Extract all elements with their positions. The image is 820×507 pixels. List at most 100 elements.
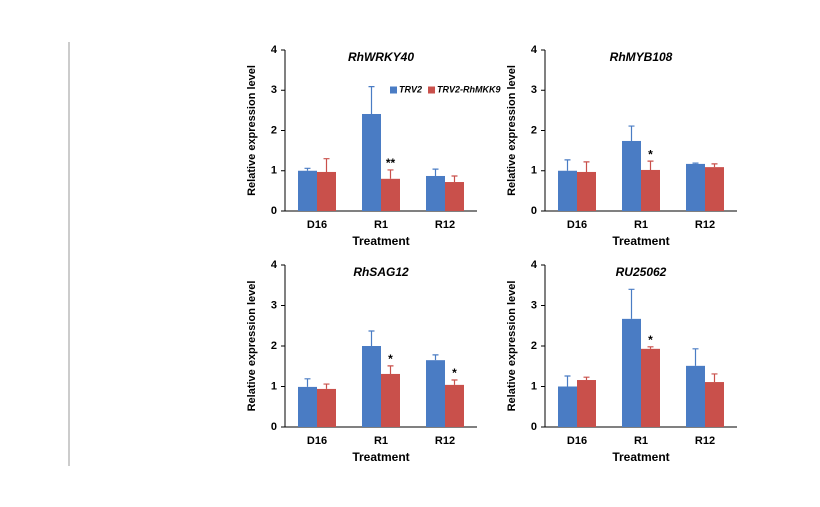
bar	[362, 346, 381, 427]
error-bar	[583, 161, 590, 172]
error-bar	[368, 330, 375, 346]
x-tick-label: R1	[374, 435, 388, 447]
y-tick-label: 4	[531, 44, 538, 56]
error-bar	[628, 288, 635, 319]
bar	[298, 170, 317, 211]
bar	[622, 140, 641, 211]
bar	[381, 373, 400, 427]
y-tick-label: 2	[271, 340, 277, 352]
y-tick-label: 4	[271, 44, 278, 56]
significance-label: *	[648, 147, 653, 161]
bar	[362, 113, 381, 211]
x-tick-label: R12	[695, 435, 715, 447]
x-tick-label: R12	[695, 219, 715, 231]
y-tick-label: 3	[271, 84, 277, 96]
error-bar	[711, 373, 718, 383]
x-axis-label: Treatment	[352, 234, 409, 248]
bar	[445, 384, 464, 427]
bar	[381, 178, 400, 211]
y-tick-label: 3	[271, 299, 277, 311]
legend-swatch	[428, 86, 436, 94]
bar	[705, 382, 724, 427]
y-axis-label: Relative expression level	[246, 65, 258, 196]
y-tick-label: 1	[531, 380, 537, 392]
error-bar	[692, 162, 699, 164]
error-bar	[432, 168, 439, 176]
error-bar	[647, 160, 654, 170]
x-tick-label: D16	[307, 435, 327, 447]
error-bar	[387, 169, 394, 179]
y-tick-label: 2	[531, 340, 537, 352]
x-axis-label: Treatment	[352, 450, 409, 464]
bar	[641, 169, 660, 211]
x-axis-label: Treatment	[612, 234, 669, 248]
chart-title: RhWRKY40	[348, 50, 414, 64]
y-tick-label: 2	[271, 124, 277, 136]
y-tick-label: 4	[531, 259, 538, 271]
legend-swatch	[390, 86, 397, 94]
y-tick-label: 0	[531, 205, 537, 217]
y-tick-label: 4	[271, 259, 278, 271]
bar	[426, 360, 445, 427]
x-tick-label: R1	[374, 219, 388, 231]
chart-title: RU25062	[616, 265, 667, 279]
chart-title: RhMYB108	[610, 50, 673, 64]
y-tick-label: 3	[531, 84, 537, 96]
y-tick-label: 0	[531, 421, 537, 433]
x-tick-label: R12	[435, 435, 455, 447]
y-tick-label: 0	[271, 421, 277, 433]
error-bar	[564, 159, 571, 171]
chart-title: RhSAG12	[353, 265, 409, 279]
x-tick-label: D16	[567, 219, 587, 231]
error-bar	[564, 375, 571, 387]
bar	[686, 163, 705, 211]
significance-label: *	[452, 366, 457, 380]
bar	[317, 171, 336, 211]
bar	[558, 386, 577, 427]
y-axis-label: Relative expression level	[246, 281, 258, 412]
error-bar	[432, 354, 439, 361]
y-tick-label: 1	[271, 165, 277, 177]
error-bar	[323, 383, 330, 389]
y-tick-label: 1	[271, 380, 277, 392]
bar	[705, 167, 724, 211]
error-bar	[692, 348, 699, 366]
bar	[558, 170, 577, 211]
x-tick-label: R1	[634, 435, 648, 447]
x-axis-label: Treatment	[612, 450, 669, 464]
x-tick-label: D16	[567, 435, 587, 447]
bar	[445, 182, 464, 211]
bar	[686, 365, 705, 427]
y-tick-label: 2	[531, 124, 537, 136]
bar	[298, 386, 317, 427]
error-bar	[628, 125, 635, 141]
error-bar	[451, 175, 458, 183]
x-tick-label: D16	[307, 219, 327, 231]
y-axis-label: Relative expression level	[506, 65, 518, 196]
bar	[577, 380, 596, 427]
x-tick-label: R1	[634, 219, 648, 231]
y-tick-label: 0	[271, 205, 277, 217]
y-tick-label: 1	[531, 165, 537, 177]
bar	[577, 171, 596, 211]
error-bar	[368, 86, 375, 114]
x-tick-label: R12	[435, 219, 455, 231]
significance-label: **	[386, 156, 396, 170]
legend-label: TRV2	[399, 84, 422, 94]
error-bar	[304, 167, 311, 171]
bar	[641, 348, 660, 427]
error-bar	[323, 158, 330, 172]
legend-label: TRV2-RhMKK9	[437, 84, 501, 94]
bar	[317, 388, 336, 427]
significance-label: *	[648, 333, 653, 347]
y-axis-label: Relative expression level	[506, 281, 518, 412]
bar	[622, 318, 641, 427]
error-bar	[583, 376, 590, 381]
error-bar	[647, 346, 654, 349]
error-bar	[304, 378, 311, 387]
significance-label: *	[388, 352, 393, 366]
error-bar	[387, 365, 394, 374]
error-bar	[451, 379, 458, 385]
bar	[426, 175, 445, 211]
